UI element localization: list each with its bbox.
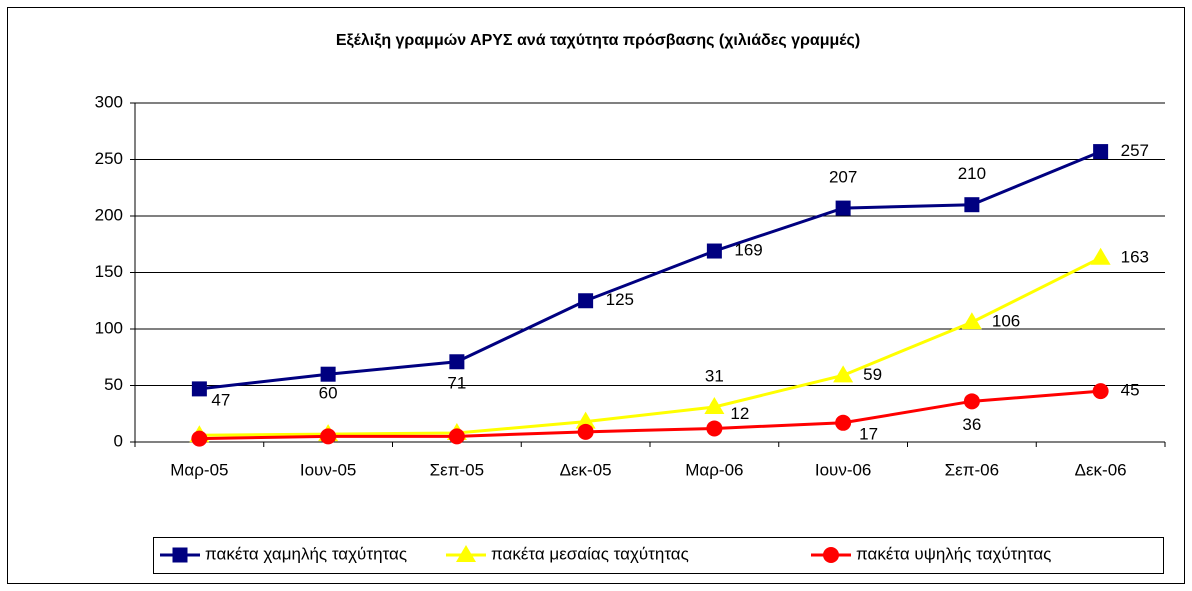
marker — [320, 428, 337, 445]
data-label: 31 — [705, 366, 724, 385]
marker — [963, 393, 980, 410]
marker — [835, 414, 852, 431]
data-label: 60 — [319, 384, 338, 403]
y-tick-label: 200 — [95, 205, 123, 224]
x-tick-label: Ιουν-06 — [815, 460, 872, 479]
x-tick-label: Μαρ-06 — [685, 460, 743, 479]
data-label: 106 — [992, 312, 1020, 331]
y-tick-label: 250 — [95, 149, 123, 168]
x-tick-label: Δεκ-06 — [1075, 460, 1127, 479]
marker — [191, 430, 208, 447]
data-label: 163 — [1121, 247, 1149, 266]
marker — [835, 200, 851, 216]
data-label: 210 — [958, 164, 986, 183]
series-line — [199, 150, 1102, 391]
data-label: 169 — [734, 241, 762, 260]
marker — [706, 420, 723, 437]
data-label: 45 — [1121, 381, 1140, 400]
marker — [964, 197, 980, 213]
marker — [1093, 144, 1109, 160]
data-label: 17 — [859, 424, 878, 443]
x-tick-label: Ιουν-05 — [300, 460, 357, 479]
marker — [833, 365, 854, 383]
marker — [456, 545, 476, 562]
series-line — [199, 389, 1101, 441]
x-tick-label: Μαρ-05 — [170, 460, 228, 479]
x-tick-label: Σεπ-06 — [945, 460, 999, 479]
marker — [172, 547, 188, 563]
data-label: 59 — [863, 365, 882, 384]
data-label: 36 — [962, 415, 981, 434]
chart-title: Εξέλιξη γραμμών ΑΡΥΣ ανά ταχύτητα πρόσβα… — [336, 32, 860, 49]
marker — [1090, 247, 1111, 265]
data-label: 125 — [606, 290, 634, 309]
series-line — [199, 256, 1102, 437]
marker — [961, 312, 982, 330]
marker — [706, 243, 722, 259]
legend-box — [153, 537, 1164, 574]
marker — [577, 423, 594, 440]
y-tick-label: 300 — [95, 92, 123, 111]
marker — [320, 366, 336, 382]
marker — [448, 428, 465, 445]
y-tick-label: 150 — [95, 262, 123, 281]
y-tick-label: 0 — [114, 431, 123, 450]
legend-label: πακέτα υψηλής ταχύτητας — [856, 544, 1051, 563]
marker — [191, 381, 207, 397]
y-tick-label: 50 — [104, 375, 123, 394]
data-label: 12 — [730, 404, 749, 423]
data-label: 71 — [447, 373, 466, 392]
marker — [449, 354, 465, 370]
marker — [704, 396, 725, 414]
data-label: 257 — [1121, 141, 1149, 160]
x-tick-label: Δεκ-05 — [560, 460, 612, 479]
marker — [823, 547, 839, 563]
data-label: 47 — [211, 390, 230, 409]
marker — [578, 293, 594, 309]
legend-label: πακέτα μεσαίας ταχύτητας — [491, 544, 689, 563]
marker — [575, 411, 596, 429]
marker — [1092, 383, 1109, 400]
y-tick-label: 100 — [95, 318, 123, 337]
legend-label: πακέτα χαμηλής ταχύτητας — [205, 544, 407, 563]
x-tick-label: Σεπ-05 — [430, 460, 484, 479]
data-label: 207 — [829, 168, 857, 187]
